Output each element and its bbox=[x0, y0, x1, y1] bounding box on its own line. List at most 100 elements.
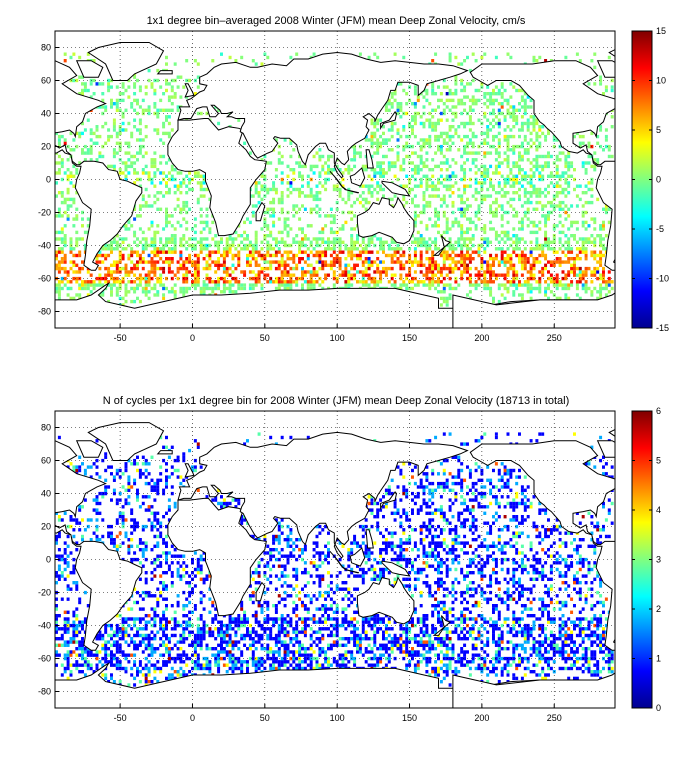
heatmap-cell bbox=[411, 263, 414, 267]
heatmap-cell bbox=[254, 647, 258, 651]
heatmap-cell bbox=[379, 643, 383, 647]
heatmap-cell bbox=[547, 247, 550, 251]
heatmap-cell bbox=[413, 171, 417, 175]
heatmap-cell bbox=[564, 247, 568, 251]
heatmap-cell bbox=[353, 144, 357, 149]
heatmap-cell bbox=[78, 647, 82, 651]
heatmap-cell bbox=[405, 273, 409, 277]
heatmap-cell bbox=[367, 237, 371, 241]
heatmap-cell bbox=[167, 270, 171, 274]
heatmap-cell bbox=[356, 253, 359, 258]
heatmap-cell bbox=[460, 82, 464, 86]
heatmap-cell bbox=[474, 210, 478, 215]
heatmap-cell bbox=[306, 224, 310, 228]
heatmap-cell bbox=[136, 263, 139, 267]
heatmap-cell bbox=[549, 260, 553, 264]
heatmap-cell bbox=[590, 181, 594, 185]
heatmap-cell bbox=[170, 673, 174, 677]
heatmap-cell bbox=[254, 660, 258, 664]
heatmap-cell bbox=[387, 640, 391, 644]
heatmap-cell bbox=[515, 234, 519, 238]
heatmap-cell bbox=[81, 237, 84, 241]
heatmap-cell bbox=[248, 243, 252, 248]
heatmap-cell bbox=[347, 210, 351, 215]
heatmap-cell bbox=[437, 670, 440, 674]
heatmap-cell bbox=[228, 286, 232, 291]
heatmap-cell bbox=[523, 673, 527, 677]
heatmap-cell bbox=[387, 253, 391, 258]
heatmap-cell bbox=[607, 660, 611, 664]
heatmap-cell bbox=[234, 663, 238, 667]
heatmap-cell bbox=[575, 666, 579, 671]
heatmap-cell bbox=[434, 164, 438, 169]
heatmap-cell bbox=[599, 260, 603, 264]
heatmap-cell bbox=[500, 82, 504, 86]
heatmap-cell bbox=[246, 237, 249, 241]
heatmap-cell bbox=[393, 121, 397, 126]
heatmap-cell bbox=[520, 204, 524, 208]
heatmap-cell bbox=[555, 273, 559, 277]
heatmap-cell bbox=[257, 640, 261, 644]
heatmap-cell bbox=[419, 92, 423, 96]
heatmap-cell bbox=[599, 144, 603, 149]
heatmap-cell bbox=[144, 204, 148, 208]
heatmap-cell bbox=[518, 154, 521, 159]
heatmap-cell bbox=[526, 217, 530, 221]
heatmap-cell bbox=[55, 653, 58, 657]
heatmap-cell bbox=[520, 253, 524, 258]
heatmap-cell bbox=[133, 125, 137, 129]
heatmap-cell bbox=[483, 111, 487, 116]
heatmap-cell bbox=[460, 270, 464, 274]
heatmap-cell bbox=[292, 168, 296, 172]
heatmap-cell bbox=[523, 280, 527, 284]
heatmap-cell bbox=[199, 286, 203, 291]
heatmap-cell bbox=[214, 240, 218, 244]
heatmap-cell bbox=[497, 234, 501, 238]
heatmap-cell bbox=[578, 134, 582, 139]
heatmap-cell bbox=[57, 171, 61, 175]
heatmap-cell bbox=[535, 161, 539, 165]
heatmap-cell bbox=[165, 217, 168, 221]
heatmap-cell bbox=[63, 59, 67, 63]
heatmap-cell bbox=[515, 108, 519, 112]
heatmap-cell bbox=[115, 247, 119, 251]
heatmap-cell bbox=[318, 663, 322, 667]
heatmap-cell bbox=[506, 670, 510, 674]
heatmap-cell bbox=[156, 647, 160, 651]
heatmap-cell bbox=[107, 660, 111, 664]
heatmap-cell bbox=[364, 138, 368, 142]
heatmap-cell bbox=[535, 194, 539, 198]
heatmap-cell bbox=[520, 88, 524, 93]
heatmap-cell bbox=[199, 663, 203, 667]
heatmap-cell bbox=[327, 247, 330, 251]
heatmap-cell bbox=[159, 237, 163, 241]
heatmap-cell bbox=[396, 82, 400, 86]
heatmap-cell bbox=[558, 257, 562, 261]
heatmap-cell bbox=[329, 214, 333, 218]
heatmap-cell bbox=[231, 263, 235, 267]
heatmap-cell bbox=[188, 177, 192, 182]
heatmap-cell bbox=[552, 204, 556, 208]
heatmap-cell bbox=[156, 247, 160, 251]
heatmap-cell bbox=[263, 187, 267, 192]
heatmap-cell bbox=[439, 290, 443, 294]
heatmap-cell bbox=[442, 230, 446, 235]
heatmap-cell bbox=[353, 663, 357, 667]
heatmap-cell bbox=[156, 260, 160, 264]
heatmap-cell bbox=[428, 168, 432, 172]
heatmap-cell bbox=[541, 174, 545, 178]
heatmap-cell bbox=[269, 161, 273, 165]
heatmap-cell bbox=[214, 234, 218, 238]
heatmap-cell bbox=[494, 85, 498, 89]
heatmap-cell bbox=[185, 653, 189, 657]
heatmap-cell bbox=[57, 270, 61, 274]
heatmap-cell bbox=[379, 243, 383, 248]
heatmap-cell bbox=[515, 643, 519, 647]
heatmap-cell bbox=[584, 290, 588, 294]
heatmap-cell bbox=[124, 164, 128, 169]
heatmap-cell bbox=[547, 660, 550, 664]
heatmap-cell bbox=[248, 647, 252, 651]
heatmap-cell bbox=[518, 171, 521, 175]
heatmap-cell bbox=[494, 650, 498, 654]
heatmap-cell bbox=[520, 128, 524, 132]
